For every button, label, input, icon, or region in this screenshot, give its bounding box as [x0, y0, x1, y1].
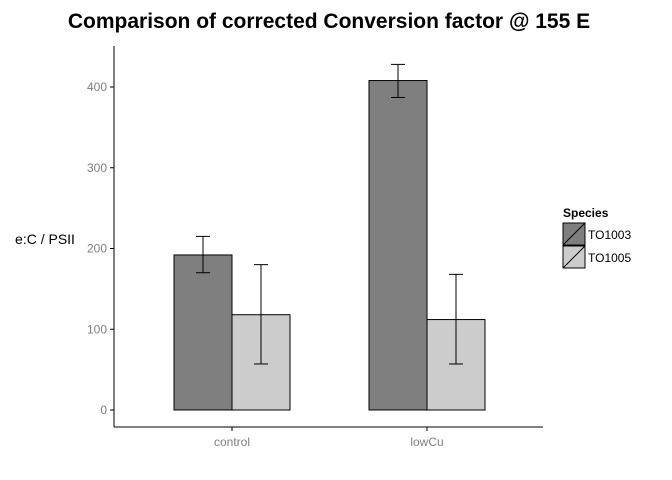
y-axis-title: e:C / PSII — [15, 231, 75, 247]
x-tick-label: control — [214, 435, 250, 449]
y-tick-label: 0 — [100, 403, 107, 417]
plot-area: 0 100 200 300 400 control lowCu — [87, 46, 543, 449]
x-tick-label: lowCu — [410, 435, 443, 449]
y-tick-label: 200 — [87, 242, 107, 256]
y-tick-label: 300 — [87, 161, 107, 175]
y-tick-label: 100 — [87, 322, 107, 336]
legend-label: TO1003 — [588, 228, 631, 242]
legend-title: Species — [563, 206, 609, 220]
legend-label: TO1005 — [588, 251, 631, 265]
legend-key-slash — [562, 222, 586, 246]
bar — [173, 254, 233, 411]
chart-title: Comparison of corrected Conversion facto… — [68, 10, 590, 33]
legend: Species TO1003 TO1005 — [562, 206, 631, 269]
legend-key-slash — [562, 245, 586, 269]
y-tick-label: 400 — [87, 80, 107, 94]
bar — [368, 80, 428, 411]
